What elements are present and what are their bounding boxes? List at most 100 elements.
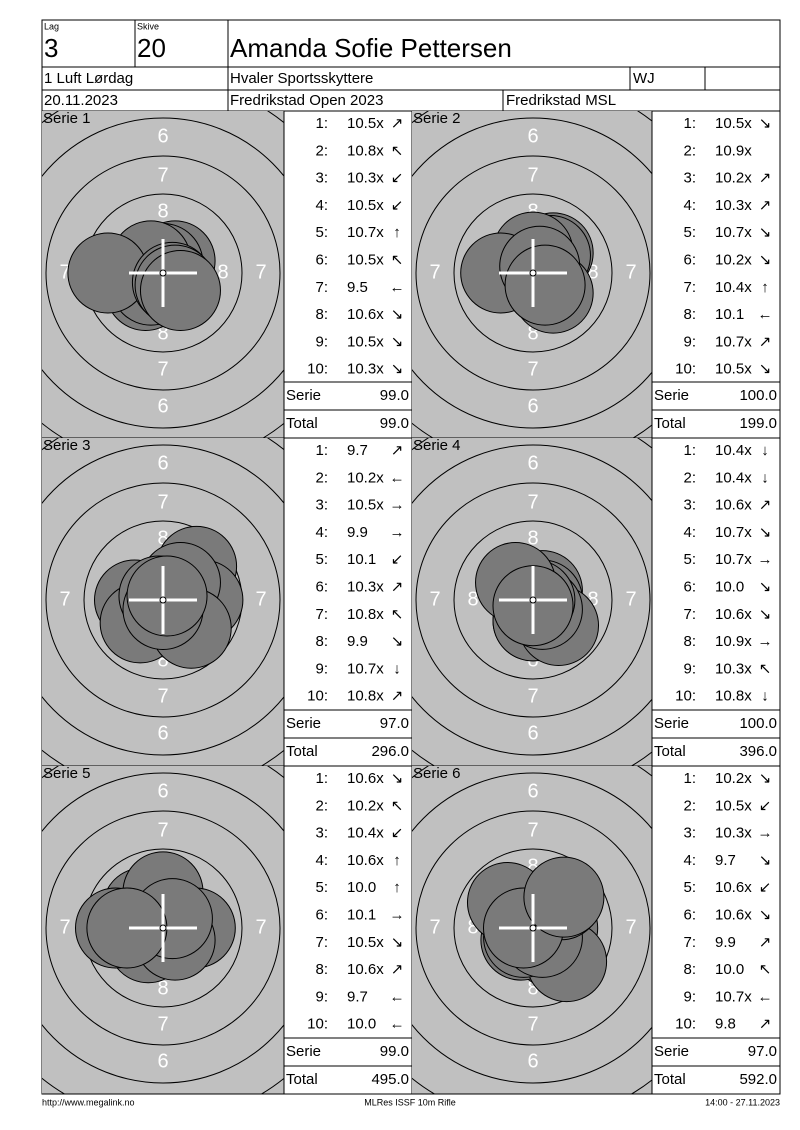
shot-direction: ←	[390, 1016, 405, 1033]
shot-score: 10.9x	[715, 142, 752, 159]
shot-number: 10:	[675, 1016, 696, 1033]
shot-number: 8:	[315, 961, 328, 978]
serie-score: 100.0	[739, 715, 777, 732]
lag: 3	[44, 33, 58, 63]
ring-label: 7	[157, 685, 168, 707]
shot-score: 10.8x	[347, 142, 384, 159]
ring-label: 6	[157, 452, 168, 474]
shot-score: 10.6x	[715, 879, 752, 896]
ring-label: 6	[527, 452, 538, 474]
serie-label: Serie	[286, 715, 321, 732]
center-dot	[159, 924, 167, 932]
ring-label: 7	[255, 261, 266, 283]
ring-label: 6	[157, 125, 168, 147]
ring	[45, 482, 281, 718]
serie-label: Serie	[654, 715, 689, 732]
shot-direction: ↗	[759, 497, 772, 514]
center-dot	[159, 596, 167, 604]
shot-number: 3:	[683, 825, 696, 842]
total-score: 495.0	[371, 1071, 409, 1088]
skive-label: Skive	[137, 21, 159, 31]
skive: 20	[137, 33, 166, 63]
shot-score: 9.8	[715, 1016, 736, 1033]
shot-number: 8:	[315, 633, 328, 650]
shot-score: 10.5x	[347, 115, 384, 132]
total-label: Total	[286, 743, 318, 760]
shot-score: 10.7x	[715, 333, 752, 350]
ring-label: 8	[157, 649, 168, 671]
footer-right: 14:00 - 27.11.2023	[705, 1097, 780, 1107]
center-dot	[529, 924, 537, 932]
shot-direction: ↗	[391, 688, 404, 705]
ring	[415, 155, 651, 391]
ring	[45, 155, 281, 391]
shot-number: 3:	[315, 497, 328, 514]
serie-title: Serie 2	[413, 110, 461, 127]
serie-score: 97.0	[380, 715, 409, 732]
serie-score: 99.0	[380, 387, 409, 404]
ring-label: 7	[527, 164, 538, 186]
shot-direction: ↗	[391, 115, 404, 132]
shooter-name: Amanda Sofie Pettersen	[230, 33, 512, 63]
ring-label: 7	[255, 588, 266, 610]
serie-title: Serie 4	[413, 437, 461, 454]
serie-title: Serie 1	[43, 110, 91, 127]
total-label: Total	[654, 743, 686, 760]
competition: Fredrikstad Open 2023	[230, 92, 383, 109]
shot-score: 10.2x	[715, 770, 752, 787]
shot-score: 10.6x	[715, 906, 752, 923]
ring-label: 6	[157, 722, 168, 744]
shot-number: 7:	[683, 606, 696, 623]
center-dot	[529, 269, 537, 277]
shot-score: 10.3x	[715, 825, 752, 842]
center-dot	[529, 596, 537, 604]
ring-label: 7	[429, 916, 440, 938]
total-label: Total	[654, 415, 686, 432]
shot-number: 5:	[683, 551, 696, 568]
shot-direction: ↓	[761, 442, 769, 459]
shot-direction: ←	[390, 988, 405, 1005]
shot-score: 10.2x	[715, 170, 752, 187]
shot-number: 9:	[315, 660, 328, 677]
shot-number: 1:	[315, 442, 328, 459]
shot-number: 9:	[315, 988, 328, 1005]
shot-score: 10.6x	[347, 306, 384, 323]
serie-title: Serie 3	[43, 437, 91, 454]
serie-label: Serie	[654, 387, 689, 404]
shot-score: 10.1	[347, 551, 376, 568]
shot-score: 10.7x	[715, 224, 752, 241]
shot-score: 9.9	[347, 524, 368, 541]
shot-direction: ↖	[391, 251, 404, 268]
shot-score: 10.7x	[715, 551, 752, 568]
shot-number: 2:	[315, 469, 328, 486]
shot-number: 10:	[675, 361, 696, 378]
shot-number: 3:	[683, 170, 696, 187]
target: 6677778888	[412, 766, 652, 1094]
shot-number: 10:	[307, 1016, 328, 1033]
shot-score: 10.8x	[347, 688, 384, 705]
lag-label: Lag	[44, 21, 59, 31]
class: WJ	[633, 70, 655, 87]
shot-number: 1:	[315, 115, 328, 132]
shot-direction: →	[390, 524, 405, 541]
shot-score: 10.6x	[347, 770, 384, 787]
ring-label: 6	[527, 780, 538, 802]
shot-score: 10.0	[347, 879, 376, 896]
ring-label: 8	[157, 527, 168, 549]
shot-score: 10.2x	[347, 797, 384, 814]
shot-direction: ↘	[391, 333, 404, 350]
ring-label: 7	[527, 685, 538, 707]
shot-number: 5:	[315, 224, 328, 241]
shot-direction: ↘	[759, 115, 772, 132]
serie-score: 97.0	[748, 1043, 777, 1060]
ring-label: 7	[255, 916, 266, 938]
shot-score: 10.0	[347, 1016, 376, 1033]
shot-direction: ↘	[391, 934, 404, 951]
club: Hvaler Sportsskyttere	[230, 70, 373, 87]
ring-label: 6	[157, 1050, 168, 1072]
shot-number: 8:	[683, 633, 696, 650]
shot-direction: ↙	[391, 170, 404, 187]
shot-score: 10.4x	[715, 469, 752, 486]
ring-label: 8	[587, 261, 598, 283]
